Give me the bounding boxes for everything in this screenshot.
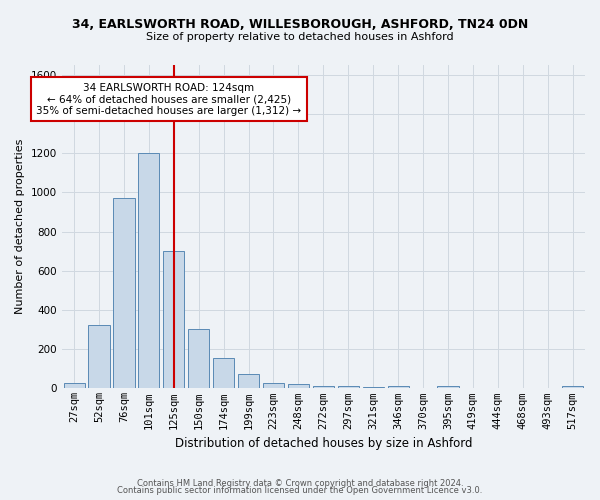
Bar <box>437 386 458 388</box>
Text: Contains public sector information licensed under the Open Government Licence v3: Contains public sector information licen… <box>118 486 482 495</box>
Bar <box>288 384 309 388</box>
Bar <box>562 386 583 388</box>
Bar <box>238 374 259 388</box>
Bar <box>64 384 85 388</box>
Bar <box>113 198 134 388</box>
X-axis label: Distribution of detached houses by size in Ashford: Distribution of detached houses by size … <box>175 437 472 450</box>
Bar <box>388 386 409 388</box>
Bar <box>213 358 234 388</box>
Text: Contains HM Land Registry data © Crown copyright and database right 2024.: Contains HM Land Registry data © Crown c… <box>137 478 463 488</box>
Bar <box>163 251 184 388</box>
Bar <box>88 324 110 388</box>
Text: 34, EARLSWORTH ROAD, WILLESBOROUGH, ASHFORD, TN24 0DN: 34, EARLSWORTH ROAD, WILLESBOROUGH, ASHF… <box>72 18 528 30</box>
Bar <box>338 386 359 388</box>
Bar <box>138 153 160 388</box>
Text: Size of property relative to detached houses in Ashford: Size of property relative to detached ho… <box>146 32 454 42</box>
Bar <box>313 386 334 388</box>
Y-axis label: Number of detached properties: Number of detached properties <box>15 139 25 314</box>
Bar <box>188 328 209 388</box>
Bar <box>263 382 284 388</box>
Bar <box>362 387 384 388</box>
Text: 34 EARLSWORTH ROAD: 124sqm
← 64% of detached houses are smaller (2,425)
35% of s: 34 EARLSWORTH ROAD: 124sqm ← 64% of deta… <box>36 82 301 116</box>
